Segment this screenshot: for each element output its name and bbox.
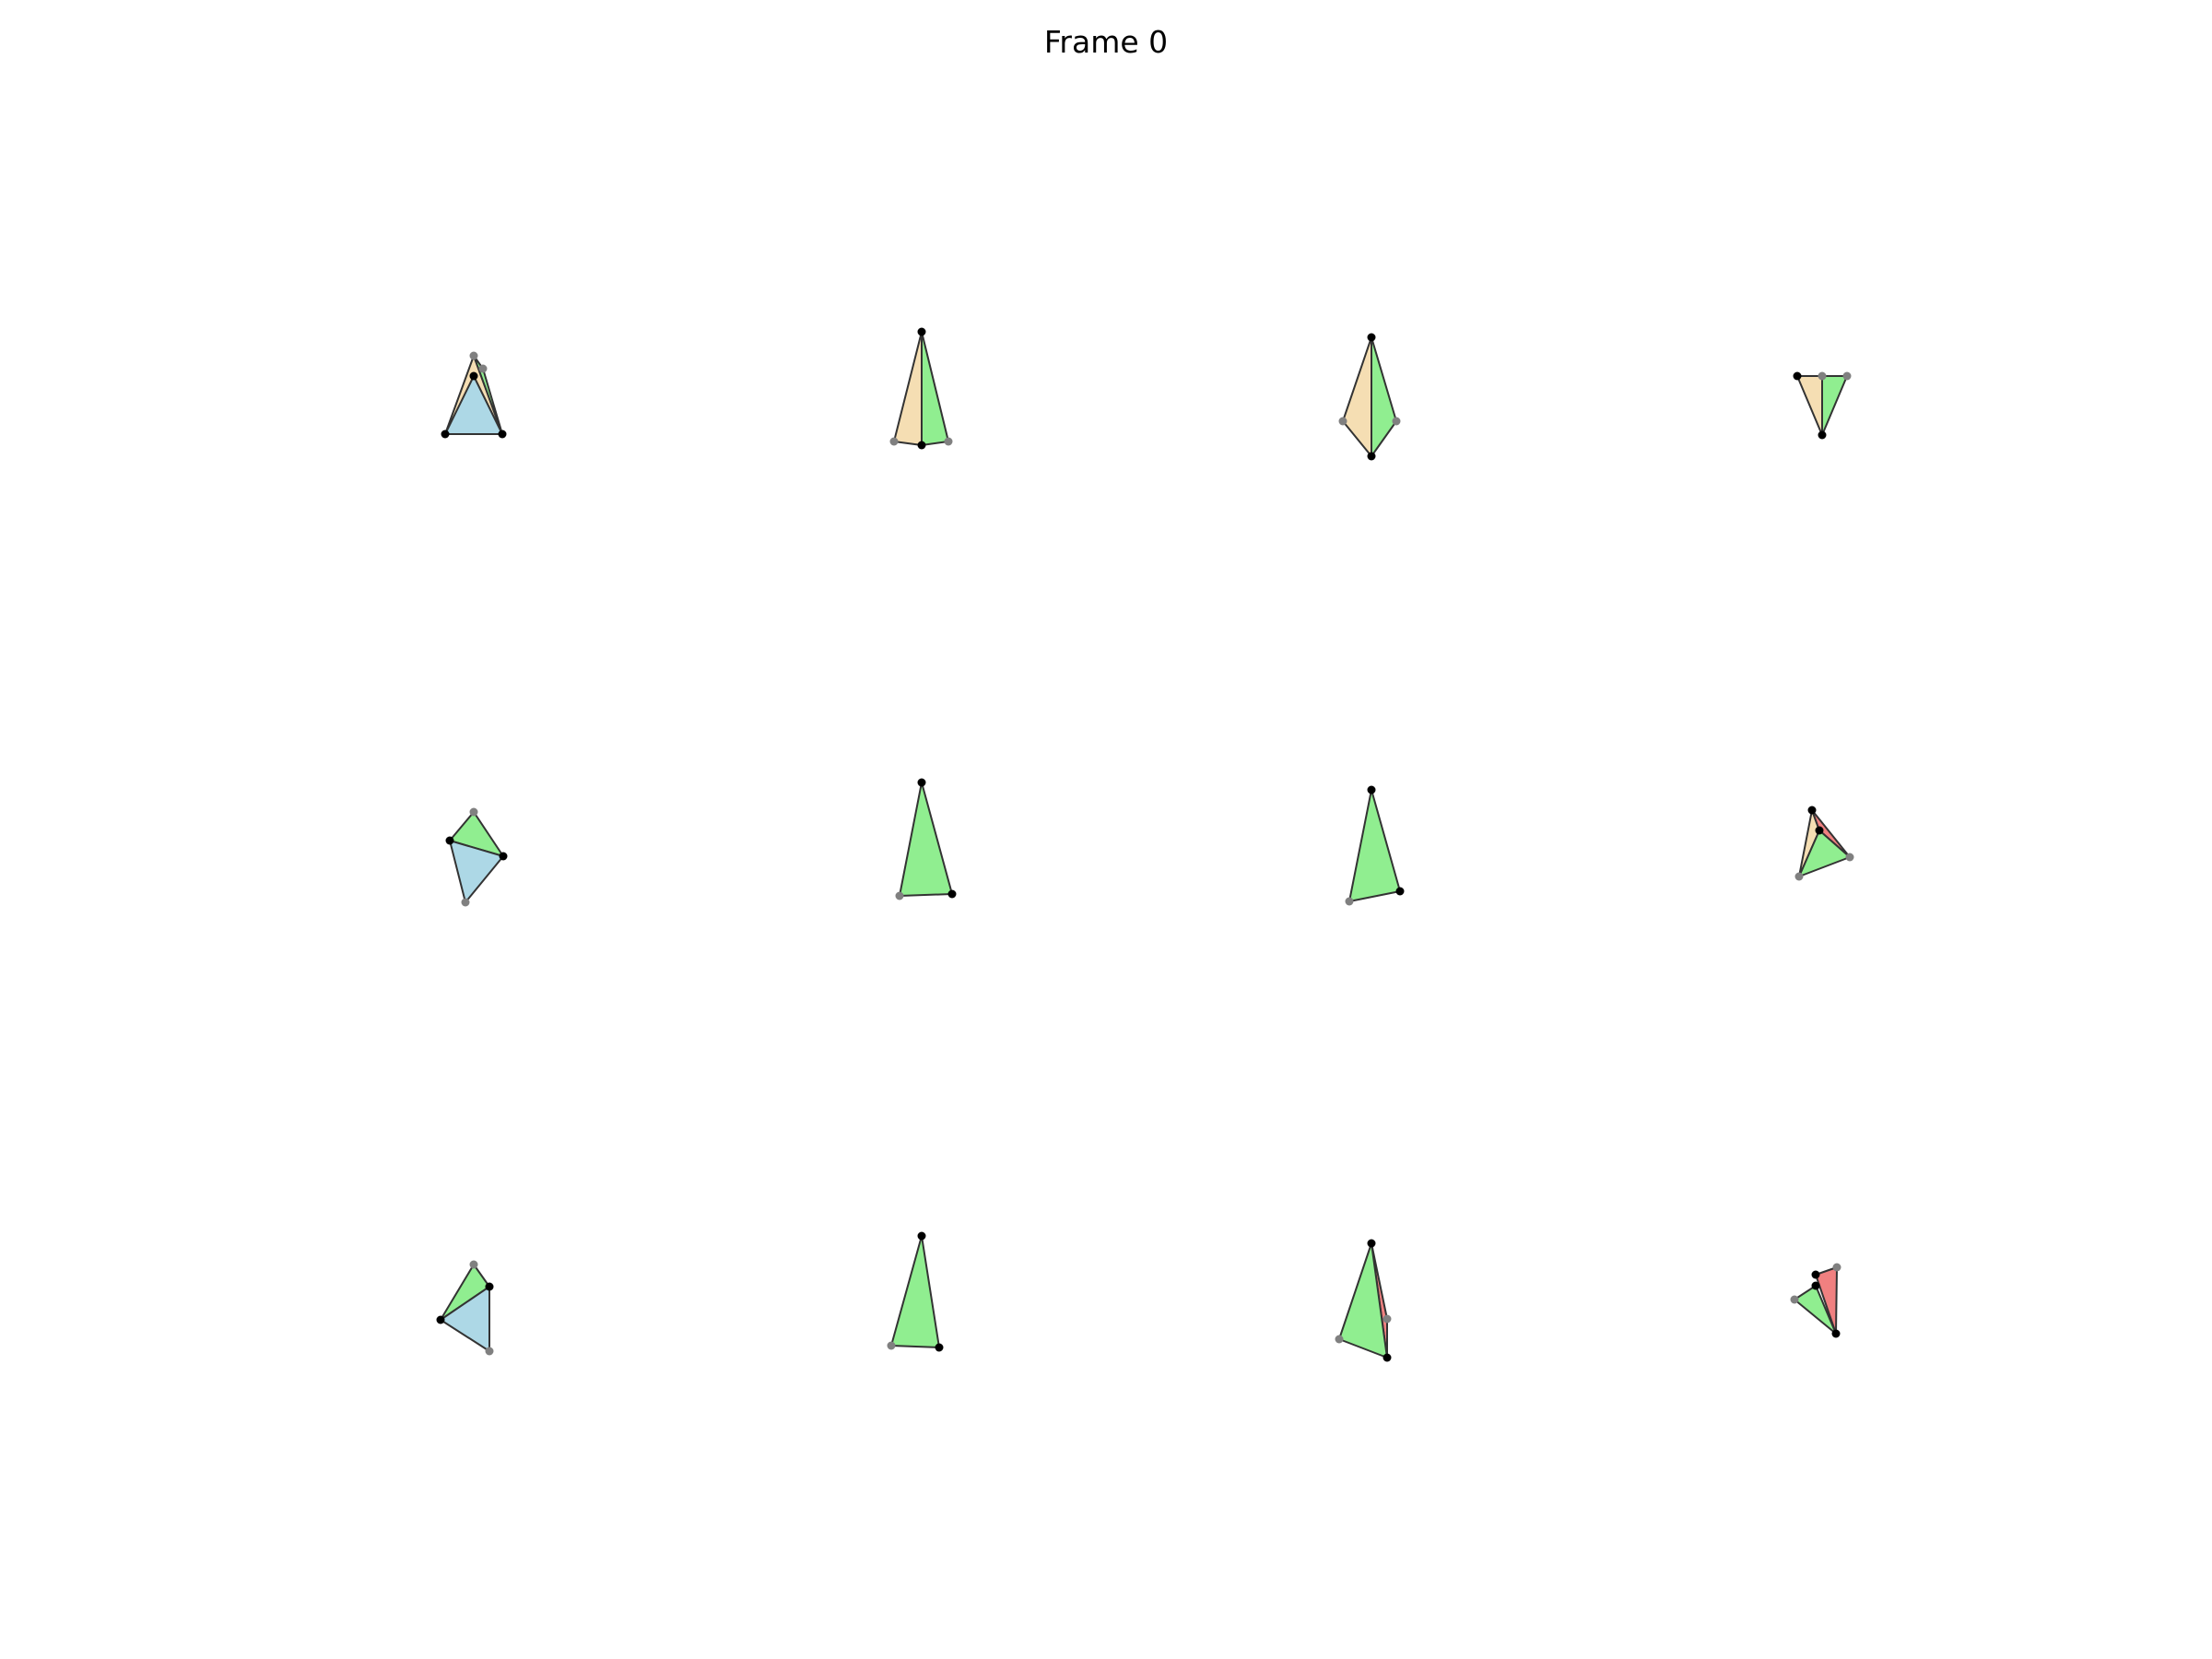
vertex-marker bbox=[1793, 371, 1802, 381]
vertex-marker bbox=[469, 807, 478, 817]
red-face bbox=[1815, 1266, 1838, 1335]
tetrahedron-panel-r1c1 bbox=[441, 351, 507, 439]
green-face bbox=[1338, 1242, 1388, 1359]
vertex-marker bbox=[441, 429, 450, 439]
vertex-marker bbox=[1367, 1239, 1376, 1248]
vertex-marker bbox=[498, 429, 507, 439]
vertex-marker bbox=[895, 891, 904, 900]
tan-face bbox=[893, 331, 923, 446]
tetrahedron-panel-r2c1 bbox=[445, 807, 508, 907]
vertex-marker bbox=[478, 364, 488, 373]
vertex-marker bbox=[469, 371, 478, 381]
vertex-marker bbox=[1832, 1263, 1841, 1272]
vertex-marker bbox=[1811, 1281, 1820, 1290]
tetrahedron-panel-r3c3 bbox=[1335, 1239, 1392, 1362]
blue-face bbox=[440, 1286, 490, 1352]
green-face bbox=[473, 355, 503, 435]
green-face bbox=[890, 1235, 940, 1348]
vertex-marker bbox=[485, 1347, 494, 1356]
vertex-marker bbox=[1815, 826, 1824, 835]
blue-face bbox=[444, 375, 503, 435]
vertex-marker bbox=[917, 1231, 926, 1241]
vertex-marker bbox=[436, 1315, 445, 1324]
green-face bbox=[921, 331, 949, 446]
vertex-marker bbox=[1367, 333, 1376, 342]
tetrahedron-panel-r3c1 bbox=[436, 1260, 494, 1356]
vertex-marker bbox=[935, 1343, 944, 1352]
vertex-marker bbox=[947, 889, 957, 899]
vertex-marker bbox=[917, 778, 926, 787]
tan-face bbox=[1342, 336, 1372, 457]
vertex-marker bbox=[499, 852, 508, 861]
blue-face bbox=[449, 840, 504, 903]
vertex-marker bbox=[445, 836, 454, 845]
vertex-marker bbox=[889, 437, 899, 446]
vertex-marker bbox=[1845, 853, 1854, 862]
tetrahedron-panel-r2c4 bbox=[1794, 806, 1854, 881]
green-face bbox=[899, 782, 953, 897]
vertex-marker bbox=[1345, 897, 1354, 906]
vertex-marker bbox=[1335, 1335, 1344, 1344]
vertex-marker bbox=[1818, 371, 1827, 381]
vertex-marker bbox=[1367, 452, 1376, 461]
vertex-marker bbox=[1790, 1295, 1799, 1304]
vertex-marker bbox=[1382, 1353, 1392, 1362]
tetrahedron-panel-r2c3 bbox=[1345, 785, 1405, 906]
vertex-marker bbox=[917, 441, 926, 450]
vertex-marker bbox=[917, 327, 926, 336]
figure-title: Frame 0 bbox=[1043, 24, 1169, 60]
vertex-marker bbox=[1807, 806, 1817, 815]
vertex-marker bbox=[887, 1341, 896, 1350]
tetrahedron-panel-r3c2 bbox=[887, 1231, 944, 1352]
vertex-marker bbox=[1392, 417, 1401, 426]
green-face bbox=[1794, 1285, 1837, 1335]
vertex-marker bbox=[1811, 1270, 1820, 1279]
tetrahedron-panel-r1c4 bbox=[1793, 371, 1852, 440]
green-face bbox=[1798, 830, 1851, 877]
vertex-marker bbox=[1395, 887, 1405, 896]
tetrahedron-panel-r3c4 bbox=[1790, 1263, 1841, 1338]
vertex-marker bbox=[1794, 872, 1804, 881]
tetrahedron-panel-r2c2 bbox=[895, 778, 957, 900]
vertex-marker bbox=[1382, 1314, 1392, 1324]
vertex-marker bbox=[469, 1260, 478, 1269]
vertex-marker bbox=[1842, 371, 1852, 381]
vertex-marker bbox=[1831, 1329, 1841, 1338]
green-face bbox=[1348, 789, 1401, 902]
vertex-marker bbox=[469, 351, 478, 360]
tetrahedron-panel-r1c2 bbox=[889, 327, 953, 450]
vertex-marker bbox=[485, 1282, 494, 1291]
tetrahedron-panel-r1c3 bbox=[1338, 333, 1401, 461]
vertex-marker bbox=[1367, 785, 1376, 794]
green-face bbox=[1821, 375, 1848, 436]
vertex-marker bbox=[1338, 417, 1347, 426]
vertex-marker bbox=[944, 437, 953, 446]
vertex-marker bbox=[461, 898, 470, 907]
vertex-marker bbox=[1818, 430, 1827, 440]
green-face bbox=[1371, 336, 1397, 457]
tan-face bbox=[1796, 375, 1823, 436]
